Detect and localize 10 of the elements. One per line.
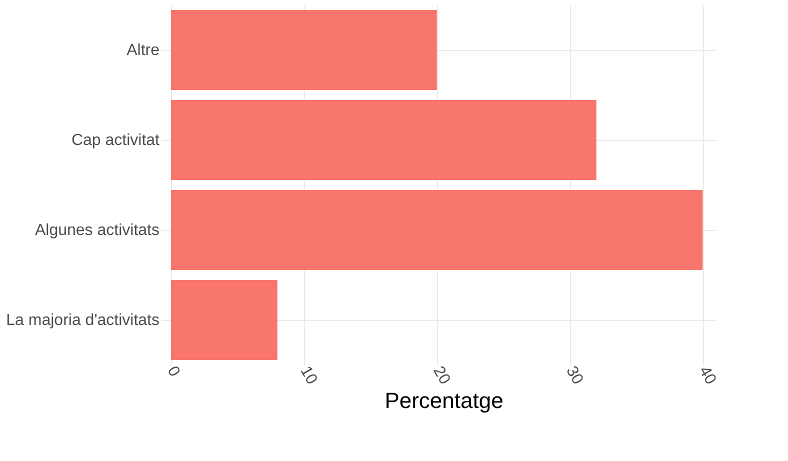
y-tick-label: La majoria d'activitats (6, 312, 160, 329)
x-tick-label: 30 (562, 364, 586, 388)
x-tick-label: 20 (430, 364, 454, 388)
y-tick-label: Altre (126, 42, 160, 59)
x-axis-title: Percentatge (384, 388, 504, 413)
y-tick-label: Cap activitat (71, 132, 160, 149)
y-tick-label: Algunes activitats (34, 222, 160, 239)
x-tick-label: 10 (296, 364, 320, 388)
x-tick-label: 40 (695, 364, 720, 388)
x-tick-label: 0 (164, 364, 183, 380)
